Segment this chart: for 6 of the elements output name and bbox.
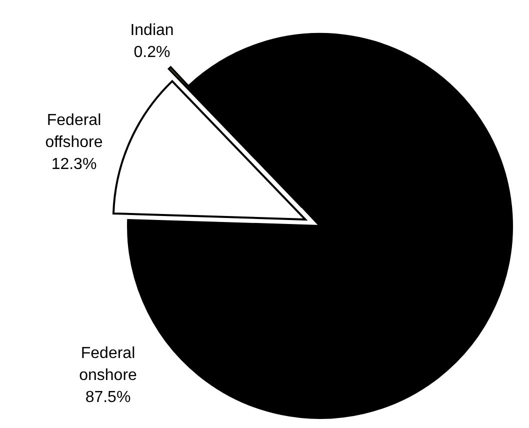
data-label: 87.5% (85, 389, 131, 406)
data-label: 12.3% (51, 156, 97, 173)
data-label: 0.2% (134, 44, 170, 61)
slice-label: Federal onshore (79, 345, 138, 384)
slice-label: Indian (130, 22, 174, 39)
slice-label: Federal offshore (45, 112, 103, 151)
